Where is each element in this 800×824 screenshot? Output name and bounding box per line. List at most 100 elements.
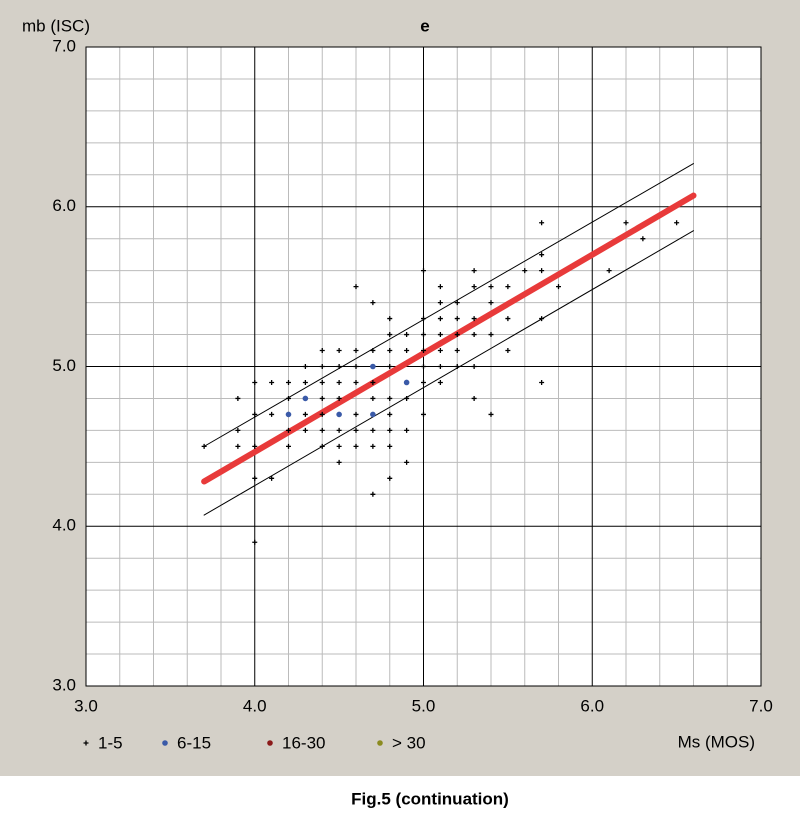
point <box>319 348 325 354</box>
point <box>302 364 308 369</box>
y-tick-label: 3.0 <box>52 675 76 694</box>
point <box>286 427 291 433</box>
point <box>370 395 376 401</box>
point <box>370 427 376 433</box>
point <box>353 411 359 417</box>
point <box>421 268 426 274</box>
caption: Fig.5 (continuation) <box>351 789 509 808</box>
point <box>387 348 393 354</box>
point <box>286 395 291 401</box>
y-tick-label: 5.0 <box>52 356 76 375</box>
point <box>488 300 494 306</box>
point <box>336 411 342 418</box>
point <box>302 427 308 433</box>
point <box>336 395 342 401</box>
x-tick-label: 4.0 <box>243 696 267 715</box>
point <box>319 443 325 449</box>
point <box>285 411 292 418</box>
point <box>539 268 545 274</box>
point <box>336 427 342 433</box>
point <box>471 364 477 369</box>
legend-label: 1-5 <box>98 733 123 752</box>
legend-marker <box>162 740 168 746</box>
point <box>353 443 359 449</box>
y-tick-label: 7.0 <box>52 36 76 55</box>
point <box>387 475 393 481</box>
point <box>539 316 545 322</box>
point <box>252 475 258 481</box>
point <box>235 427 241 433</box>
point <box>674 220 680 226</box>
point <box>454 300 460 306</box>
point <box>404 332 410 338</box>
point <box>539 252 545 258</box>
x-tick-label: 7.0 <box>749 696 773 715</box>
point <box>437 300 443 306</box>
point <box>336 348 342 354</box>
point <box>437 379 443 385</box>
point <box>404 348 410 354</box>
point <box>336 443 342 449</box>
point <box>522 268 528 274</box>
point <box>471 395 477 401</box>
point <box>353 364 359 369</box>
point <box>235 443 241 449</box>
x-tick-label: 6.0 <box>580 696 604 715</box>
point <box>336 459 342 465</box>
point <box>421 411 426 417</box>
legend-marker <box>377 740 383 746</box>
point <box>471 316 477 322</box>
point <box>269 475 275 481</box>
point <box>252 379 258 385</box>
point <box>437 284 443 290</box>
legend-label: 6-15 <box>177 733 211 752</box>
point <box>387 332 393 338</box>
point <box>403 379 410 386</box>
point <box>302 379 308 385</box>
point <box>319 427 325 433</box>
point <box>252 443 258 449</box>
point <box>269 379 275 385</box>
point <box>286 443 291 449</box>
legend-marker <box>83 740 89 746</box>
bound-line <box>203 230 694 516</box>
point <box>302 411 308 417</box>
point <box>437 332 443 338</box>
point <box>454 332 460 338</box>
y-axis-label: mb (ISC) <box>22 16 90 35</box>
point <box>353 348 359 354</box>
point <box>387 427 393 433</box>
point <box>539 220 545 226</box>
legend-label: > 30 <box>392 733 426 752</box>
point <box>421 316 426 322</box>
point <box>269 411 275 417</box>
point <box>319 395 325 401</box>
marks <box>201 163 697 545</box>
x-tick-label: 5.0 <box>412 696 436 715</box>
chart-title: e <box>420 16 429 35</box>
point <box>421 379 426 385</box>
point <box>370 491 376 497</box>
point <box>387 411 393 417</box>
point <box>319 364 325 369</box>
point <box>319 411 325 417</box>
point <box>421 348 426 354</box>
point <box>454 348 460 354</box>
point <box>471 268 477 274</box>
point <box>302 395 309 402</box>
y-tick-label: 6.0 <box>52 196 76 215</box>
point <box>454 316 460 322</box>
point <box>505 284 511 290</box>
point <box>505 316 511 322</box>
point <box>404 395 410 401</box>
point <box>539 379 545 385</box>
y-tick-label: 4.0 <box>52 516 76 535</box>
point <box>505 348 511 354</box>
point <box>404 427 410 433</box>
point <box>252 411 258 417</box>
legend-marker <box>267 740 273 746</box>
point <box>454 364 460 369</box>
point <box>437 348 443 354</box>
point <box>353 379 359 385</box>
point <box>370 411 376 418</box>
